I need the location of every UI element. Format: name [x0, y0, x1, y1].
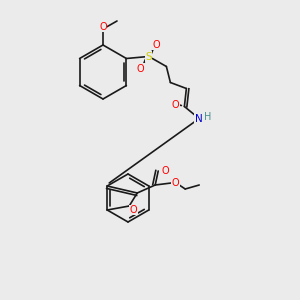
- Text: H: H: [204, 112, 211, 122]
- Text: N: N: [194, 113, 202, 124]
- Text: O: O: [99, 22, 107, 32]
- Text: S: S: [145, 52, 152, 61]
- Text: O: O: [171, 178, 179, 188]
- Text: O: O: [172, 100, 179, 110]
- Text: O: O: [129, 205, 137, 215]
- Text: O: O: [161, 166, 169, 176]
- Text: O: O: [153, 40, 160, 50]
- Text: O: O: [136, 64, 144, 74]
